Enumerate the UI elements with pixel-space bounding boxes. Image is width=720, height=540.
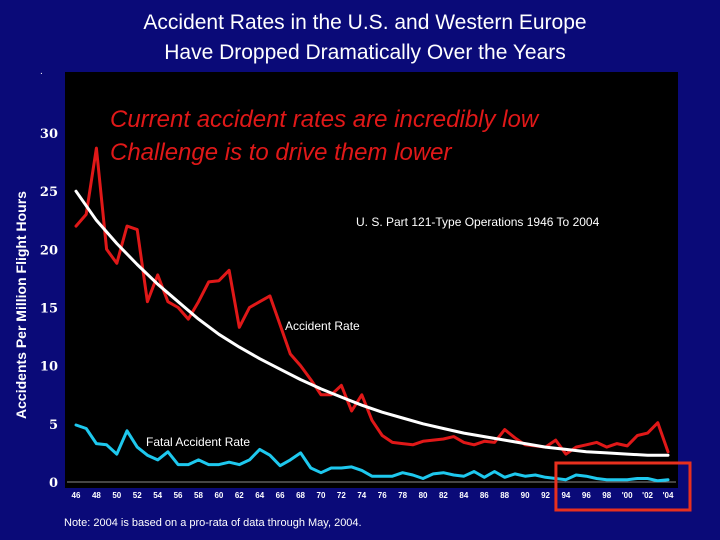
x-tick-label: '04	[663, 491, 674, 500]
y-tick-label: 15	[40, 302, 58, 317]
x-tick-label: 60	[214, 491, 223, 500]
slide-title: Accident Rates in the U.S. and Western E…	[60, 8, 670, 68]
x-tick-label: 66	[276, 491, 285, 500]
footnote: Note: 2004 is based on a pro-rata of dat…	[64, 517, 362, 529]
x-tick-label: '02	[642, 491, 653, 500]
x-tick-label: 84	[459, 491, 468, 500]
x-tick-label: 82	[439, 491, 448, 500]
title-line-2: Have Dropped Dramatically Over the Years	[164, 41, 566, 64]
y-tick-label: 5	[49, 418, 58, 433]
y-tick-label: 30	[40, 127, 58, 142]
title-line-1: Accident Rates in the U.S. and Western E…	[143, 11, 587, 34]
x-tick-label: 92	[541, 491, 550, 500]
x-tick-label: 76	[378, 491, 387, 500]
y-tick-labels: 0 5 10 15 20 25 30	[40, 127, 58, 491]
y-tick-label: 10	[40, 360, 58, 375]
accident-rate-label: Accident Rate	[285, 319, 360, 333]
x-tick-label: 52	[133, 491, 142, 500]
x-tick-label: '00	[622, 491, 633, 500]
callout-line-2: Challenge is to drive them lower	[110, 139, 453, 166]
stray-mark: .	[40, 66, 43, 77]
x-tick-label: 64	[255, 491, 264, 500]
x-tick-label: 78	[398, 491, 407, 500]
x-tick-label: 86	[480, 491, 489, 500]
chart-subtitle: U. S. Part 121-Type Operations 1946 To 2…	[356, 215, 600, 229]
x-tick-label: 94	[561, 491, 570, 500]
x-tick-label: 72	[337, 491, 346, 500]
x-tick-label: 56	[174, 491, 183, 500]
x-tick-label: 68	[296, 491, 305, 500]
y-tick-label: 20	[40, 243, 58, 258]
x-tick-label: 90	[521, 491, 530, 500]
x-tick-label: 74	[357, 491, 366, 500]
x-tick-label: 58	[194, 491, 203, 500]
x-tick-label: 98	[602, 491, 611, 500]
x-tick-label: 50	[112, 491, 121, 500]
x-tick-label: 46	[72, 491, 81, 500]
x-tick-label: 80	[419, 491, 428, 500]
x-tick-label: 48	[92, 491, 101, 500]
fatal-rate-line	[74, 423, 670, 483]
highlight-box	[554, 461, 692, 512]
accident-rate-line	[74, 146, 670, 456]
callout-line-1: Current accident rates are incredibly lo…	[110, 106, 540, 133]
y-tick-label: 0	[49, 476, 58, 491]
x-tick-label: 88	[500, 491, 509, 500]
x-tick-label: 54	[153, 491, 162, 500]
trend-line	[74, 189, 670, 457]
x-tick-label: 62	[235, 491, 244, 500]
y-tick-label: 25	[40, 185, 58, 200]
series-layer	[74, 146, 670, 483]
x-tick-label: 70	[317, 491, 326, 500]
x-tick-label: 96	[582, 491, 591, 500]
fatal-rate-label: Fatal Accident Rate	[146, 435, 250, 449]
x-tick-labels: 46 48 50 52 54 56 58 60 62 64 66 68 70 72 74 76 78 80 82 84…	[72, 491, 674, 500]
